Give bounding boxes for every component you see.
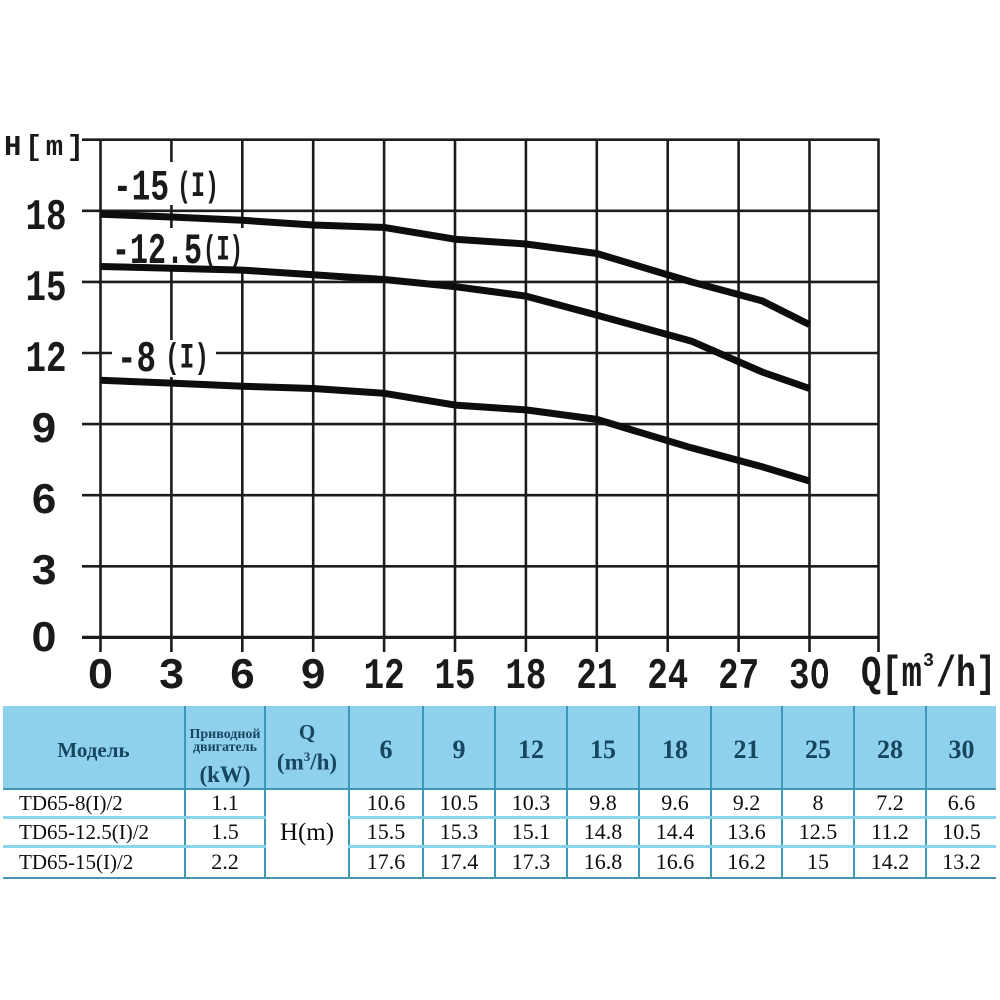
svg-text:-8: -8 xyxy=(117,335,156,385)
svg-text:6: 6 xyxy=(229,652,255,700)
svg-text:H[m]: H[m] xyxy=(4,131,84,164)
svg-text:9: 9 xyxy=(31,406,57,456)
svg-text:3: 3 xyxy=(158,652,184,700)
svg-text:15: 15 xyxy=(26,264,67,314)
svg-text:(I): (I) xyxy=(203,231,243,271)
svg-text:12: 12 xyxy=(364,652,405,700)
svg-text:9: 9 xyxy=(300,652,326,700)
svg-text:18: 18 xyxy=(26,193,67,243)
svg-text:12: 12 xyxy=(26,335,67,385)
svg-text:18: 18 xyxy=(505,652,546,700)
svg-text:6: 6 xyxy=(31,477,57,527)
svg-text:Q[m: Q[m xyxy=(861,650,922,700)
svg-text:3: 3 xyxy=(923,650,934,672)
svg-text:21: 21 xyxy=(576,652,617,700)
svg-text:(I): (I) xyxy=(177,167,219,207)
svg-text:15: 15 xyxy=(435,652,476,700)
svg-text:/h]: /h] xyxy=(936,650,996,700)
svg-text:3: 3 xyxy=(31,548,57,598)
svg-text:(I): (I) xyxy=(165,339,209,379)
svg-text:27: 27 xyxy=(718,652,759,700)
svg-text:-15: -15 xyxy=(113,164,169,214)
svg-text:24: 24 xyxy=(647,652,688,700)
